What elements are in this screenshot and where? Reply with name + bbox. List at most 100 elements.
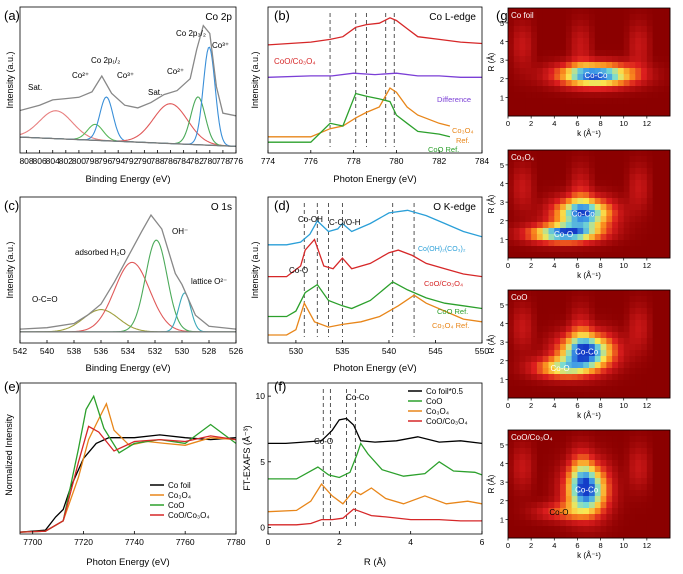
wavelet-map-1-cell	[600, 198, 607, 205]
wavelet-map-3-cell	[612, 502, 619, 509]
wavelet-map-1-cell	[513, 174, 520, 181]
wavelet-map-2-cell	[513, 350, 520, 357]
wavelet-map-2-cell	[652, 314, 659, 321]
panel-a-xtick-label-11: 786	[163, 156, 177, 166]
wavelet-map-0-ytick-label-4: 5	[500, 19, 504, 28]
wavelet-map-3-cell	[554, 466, 561, 473]
wavelet-map-1-cell	[548, 168, 555, 175]
wavelet-map-0-cell	[623, 92, 630, 99]
wavelet-map-1-cell	[664, 222, 671, 229]
wavelet-map-1-cell	[548, 240, 555, 247]
wavelet-map-1-cell	[606, 252, 613, 259]
wavelet-map-0-cell	[560, 20, 567, 27]
wavelet-map-2-cell	[536, 308, 544, 315]
wavelet-map-2-cell	[629, 326, 636, 333]
wavelet-map-1-cell	[583, 204, 590, 211]
wavelet-map-0-cell	[508, 62, 515, 69]
wavelet-map-2-cell	[531, 290, 538, 297]
panel-c-xtick-label-4: 534	[121, 346, 135, 356]
wavelet-map-0-cell	[606, 68, 613, 75]
wavelet-map-3-cell	[531, 460, 538, 467]
wavelet-map-3-cell	[565, 484, 573, 491]
wavelet-map-1-cell	[554, 216, 561, 223]
wavelet-map-2-cell	[508, 392, 515, 399]
wavelet-map-0-cell	[571, 14, 578, 21]
wavelet-map-1-cell	[658, 156, 665, 163]
wavelet-map-3-cell	[594, 472, 601, 479]
wavelet-map-0-cell	[548, 44, 555, 51]
wavelet-map-3-cell	[629, 478, 636, 485]
wavelet-map-1-cell	[652, 204, 659, 211]
wavelet-map-0-cell	[635, 38, 642, 45]
wavelet-map-0-cell	[641, 38, 648, 45]
wavelet-map-1-cell	[571, 168, 578, 175]
wavelet-map-0-cell	[664, 50, 671, 57]
wavelet-map-0-peak-label-0: Co-Co	[584, 71, 608, 80]
wavelet-map-3-cell	[652, 466, 659, 473]
wavelet-map-2-cell	[536, 374, 544, 381]
wavelet-map-1-cell	[519, 180, 526, 187]
wavelet-map-1-cell	[589, 252, 596, 259]
wavelet-map-1-cell	[565, 204, 573, 211]
wavelet-map-2-cell	[594, 332, 601, 339]
wavelet-map-3-cell	[594, 430, 601, 437]
wavelet-map-2-cell	[519, 368, 526, 375]
wavelet-map-1-cell	[652, 180, 659, 187]
wavelet-map-0-cell	[658, 62, 665, 69]
wavelet-map-3-cell	[635, 490, 642, 497]
wavelet-map-1-cell	[519, 228, 526, 235]
wavelet-map-3-cell	[589, 496, 596, 503]
wavelet-map-0-cell	[583, 38, 590, 45]
wavelet-map-2-cell	[531, 320, 538, 327]
wavelet-map-3-cell	[513, 490, 520, 497]
wavelet-map-0-cell	[658, 38, 665, 45]
wavelet-map-2-ytick-label-0: 1	[500, 375, 504, 384]
wavelet-map-2-cell	[560, 344, 567, 351]
wavelet-map-1-cell	[635, 180, 642, 187]
wavelet-map-0-cell	[589, 80, 596, 87]
wavelet-map-2-cell	[536, 332, 544, 339]
wavelet-map-3-cell	[577, 448, 584, 455]
wavelet-map-2-cell	[646, 332, 654, 339]
wavelet-map-1-cell	[606, 174, 613, 181]
wavelet-map-1-cell	[658, 222, 665, 229]
panel-d-series	[268, 209, 482, 336]
wavelet-map-3-cell	[560, 532, 567, 539]
wavelet-map-3-cell	[612, 478, 619, 485]
wavelet-map-1-cell	[589, 174, 596, 181]
wavelet-map-2-cell	[635, 386, 642, 393]
wavelet-map-2-cell	[600, 290, 607, 297]
wavelet-map-1-cell	[617, 222, 625, 229]
wavelet-map-3-cell	[600, 514, 607, 521]
wavelet-map-1-cell	[554, 192, 561, 199]
wavelet-map-1-cell	[641, 198, 648, 205]
wavelet-map-0-cell	[658, 110, 665, 117]
wavelet-map-3-cell	[525, 448, 532, 455]
wavelet-map-2-cell	[571, 356, 578, 363]
wavelet-map-0-cell	[536, 44, 544, 51]
wavelet-map-0-cell	[594, 8, 601, 15]
wavelet-map-1-cell	[542, 216, 549, 223]
wavelet-map-2-cell	[508, 362, 515, 369]
wavelet-map-3-cell	[525, 490, 532, 497]
wavelet-map-2-cell	[641, 392, 648, 399]
wavelet-map-3-xtick-label-0: 0	[506, 541, 510, 550]
wavelet-map-2-cell	[617, 302, 625, 309]
wavelet-map-2-cell	[658, 350, 665, 357]
wavelet-map-2-cell	[571, 392, 578, 399]
wavelet-map-3-cell	[525, 436, 532, 443]
wavelet-map-1-cell	[589, 168, 596, 175]
wavelet-map-0-cell	[606, 80, 613, 87]
wavelet-map-3-cell	[600, 526, 607, 533]
wavelet-map-2-cell	[594, 314, 601, 321]
wavelet-map-3-cell	[508, 472, 515, 479]
wavelet-map-1-cell	[536, 210, 544, 217]
wavelet-map-3-cell	[531, 490, 538, 497]
wavelet-map-2-cell	[594, 308, 601, 315]
wavelet-map-2-cell	[577, 308, 584, 315]
panel-a-xlabel: Binding Energy (eV)	[85, 174, 170, 185]
wavelet-map-1-cell	[513, 222, 520, 229]
wavelet-map-0-cell	[617, 74, 625, 81]
wavelet-map-0-cell	[571, 50, 578, 57]
wavelet-map-1-cell	[531, 150, 538, 157]
